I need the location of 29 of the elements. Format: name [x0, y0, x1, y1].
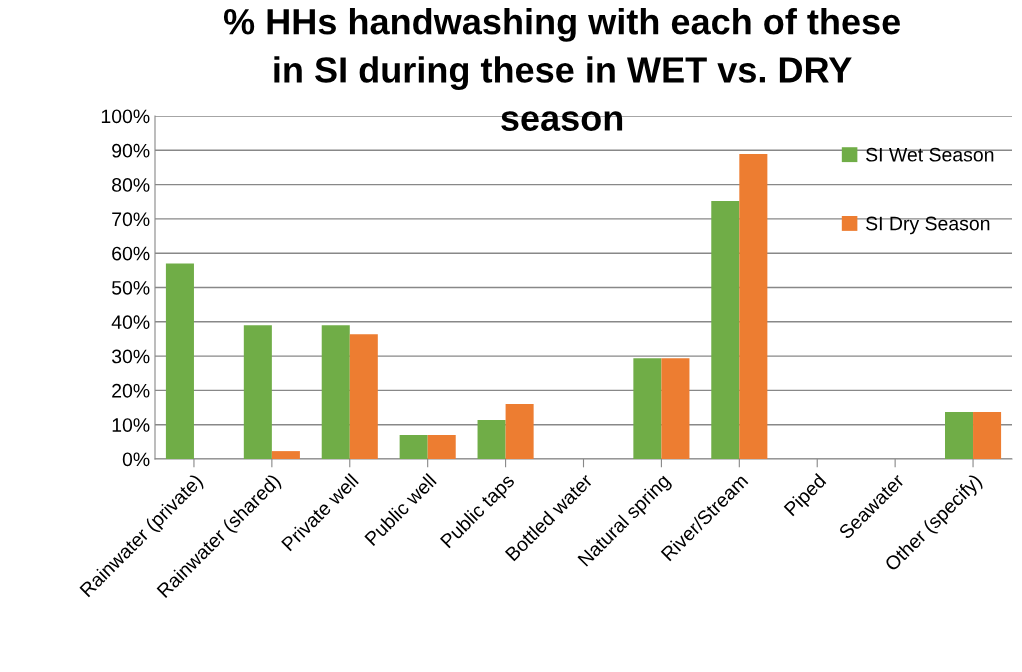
y-tick-label: 50%: [112, 280, 150, 295]
bar: [271, 451, 300, 459]
y-tick-label: 80%: [112, 178, 150, 192]
y-tick-label: 70%: [112, 212, 150, 227]
y-tick-label: 0%: [122, 452, 150, 467]
bar: [399, 434, 428, 459]
legend-label: SI Dry Season: [866, 216, 990, 235]
y-tick-label: 100%: [101, 109, 150, 124]
bar: [945, 412, 974, 459]
bar: [739, 154, 768, 459]
bar: [349, 334, 378, 459]
bar: [321, 325, 350, 459]
bar: [477, 419, 506, 459]
bar: [633, 358, 662, 459]
y-tick-label: 40%: [111, 315, 150, 330]
bar: [165, 263, 194, 459]
y-tick-label: 30%: [111, 349, 150, 364]
bar: [973, 412, 1002, 459]
bar: [505, 404, 534, 459]
y-tick-label: 20%: [112, 383, 150, 398]
bar: [243, 325, 272, 459]
bar: [427, 434, 456, 459]
bar: [661, 358, 690, 459]
bar: [711, 201, 740, 459]
y-tick-label: 90%: [112, 143, 150, 158]
legend-label: SI Wet Season: [866, 147, 994, 162]
y-tick-label: 60%: [112, 246, 150, 261]
chart-title: % HHs handwashing with each of these in SI during these in WET vs. DRY season: [223, 8, 900, 131]
y-tick-label: 10%: [112, 418, 150, 432]
